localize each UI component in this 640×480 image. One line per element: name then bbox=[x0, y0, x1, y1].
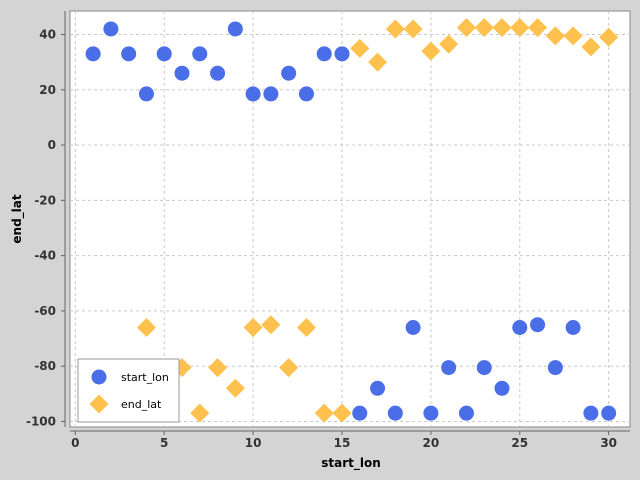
y-tick-label: -80 bbox=[34, 359, 56, 373]
start-lon-point bbox=[210, 65, 226, 81]
legend-label: end_lat bbox=[121, 398, 162, 411]
x-tick-label: 20 bbox=[423, 436, 440, 450]
end-lat-point bbox=[208, 358, 228, 378]
end-lat-point bbox=[368, 52, 388, 72]
end-lat-point bbox=[421, 41, 441, 61]
legend-diamond-marker bbox=[89, 394, 109, 414]
start-lon-point bbox=[316, 46, 332, 62]
end-lat-point bbox=[510, 18, 530, 38]
start-lon-point bbox=[245, 86, 261, 102]
start-lon-point bbox=[387, 405, 403, 421]
end-lat-point bbox=[563, 26, 583, 46]
start-lon-point bbox=[476, 360, 492, 376]
end-lat-point bbox=[456, 18, 476, 38]
start-lon-point bbox=[85, 46, 101, 62]
end-lat-point bbox=[136, 317, 156, 337]
start-lon-point bbox=[601, 405, 617, 421]
start-lon-point bbox=[334, 46, 350, 62]
end-lat-point bbox=[190, 403, 210, 423]
x-axis-title: start_lon bbox=[321, 456, 381, 471]
end-lat-point bbox=[296, 317, 316, 337]
start-lon-point bbox=[547, 360, 563, 376]
y-tick-label: 0 bbox=[48, 138, 56, 152]
start-lon-point bbox=[441, 360, 457, 376]
end-lat-point bbox=[403, 19, 423, 39]
end-lat-point bbox=[261, 315, 281, 335]
start-lon-point bbox=[103, 21, 119, 37]
end-lat-point bbox=[581, 37, 601, 57]
end-lat-point bbox=[385, 19, 405, 39]
start-lon-point bbox=[405, 319, 421, 335]
y-tick-label: -40 bbox=[34, 249, 56, 263]
start-lon-point bbox=[138, 86, 154, 102]
start-lon-point bbox=[565, 319, 581, 335]
y-tick-label: 20 bbox=[39, 83, 56, 97]
start-lon-point bbox=[192, 46, 208, 62]
end-lat-point bbox=[243, 317, 263, 337]
x-tick-label: 25 bbox=[511, 436, 528, 450]
end-lat-point bbox=[545, 26, 565, 46]
start-lon-point bbox=[494, 380, 510, 396]
x-tick-label: 10 bbox=[245, 436, 262, 450]
start-lon-point bbox=[174, 65, 190, 81]
axes bbox=[64, 11, 630, 432]
x-tick-label: 0 bbox=[71, 436, 79, 450]
start-lon-point bbox=[281, 65, 297, 81]
start-lon-point bbox=[530, 317, 546, 333]
start-lon-point bbox=[298, 86, 314, 102]
y-tick-label: -60 bbox=[34, 304, 56, 318]
start-lon-point bbox=[227, 21, 243, 37]
legend-label: start_lon bbox=[121, 371, 169, 384]
end-lat-point bbox=[492, 18, 512, 38]
y-tick-label: -100 bbox=[26, 414, 56, 428]
end-lat-point bbox=[314, 403, 334, 423]
legend-circle-marker bbox=[91, 369, 107, 385]
start-lon-point bbox=[156, 46, 172, 62]
end-lat-point bbox=[439, 34, 459, 54]
end-lat-point bbox=[225, 378, 245, 398]
plot-area bbox=[69, 10, 631, 428]
start-lon-point bbox=[458, 405, 474, 421]
y-tick-label: 40 bbox=[39, 27, 56, 41]
end-lat-point bbox=[599, 27, 619, 47]
legend: start_lon end_lat bbox=[77, 358, 180, 423]
x-tick-label: 5 bbox=[160, 436, 168, 450]
x-tick-label: 30 bbox=[600, 436, 617, 450]
y-axis-ticks: 40 20 0 -20 -40 -60 -80 -100 bbox=[26, 27, 65, 428]
end-lat-point bbox=[332, 403, 352, 423]
x-tick-label: 15 bbox=[334, 436, 351, 450]
x-axis-ticks: 0 5 10 15 20 25 30 bbox=[71, 431, 617, 450]
start-lon-point bbox=[583, 405, 599, 421]
end-lat-point bbox=[350, 38, 370, 58]
start-lon-point bbox=[370, 380, 386, 396]
start-lon-point bbox=[121, 46, 137, 62]
start-lon-point bbox=[263, 86, 279, 102]
start-lon-point bbox=[512, 319, 528, 335]
end-lat-point bbox=[528, 18, 548, 38]
start-lon-point bbox=[423, 405, 439, 421]
legend-box bbox=[77, 358, 180, 423]
start-lon-point bbox=[352, 405, 368, 421]
data-points bbox=[85, 18, 619, 423]
end-lat-point bbox=[474, 18, 494, 38]
end-lat-point bbox=[279, 358, 299, 378]
y-tick-label: -20 bbox=[34, 193, 56, 207]
y-axis-title: end_lat bbox=[10, 194, 25, 243]
